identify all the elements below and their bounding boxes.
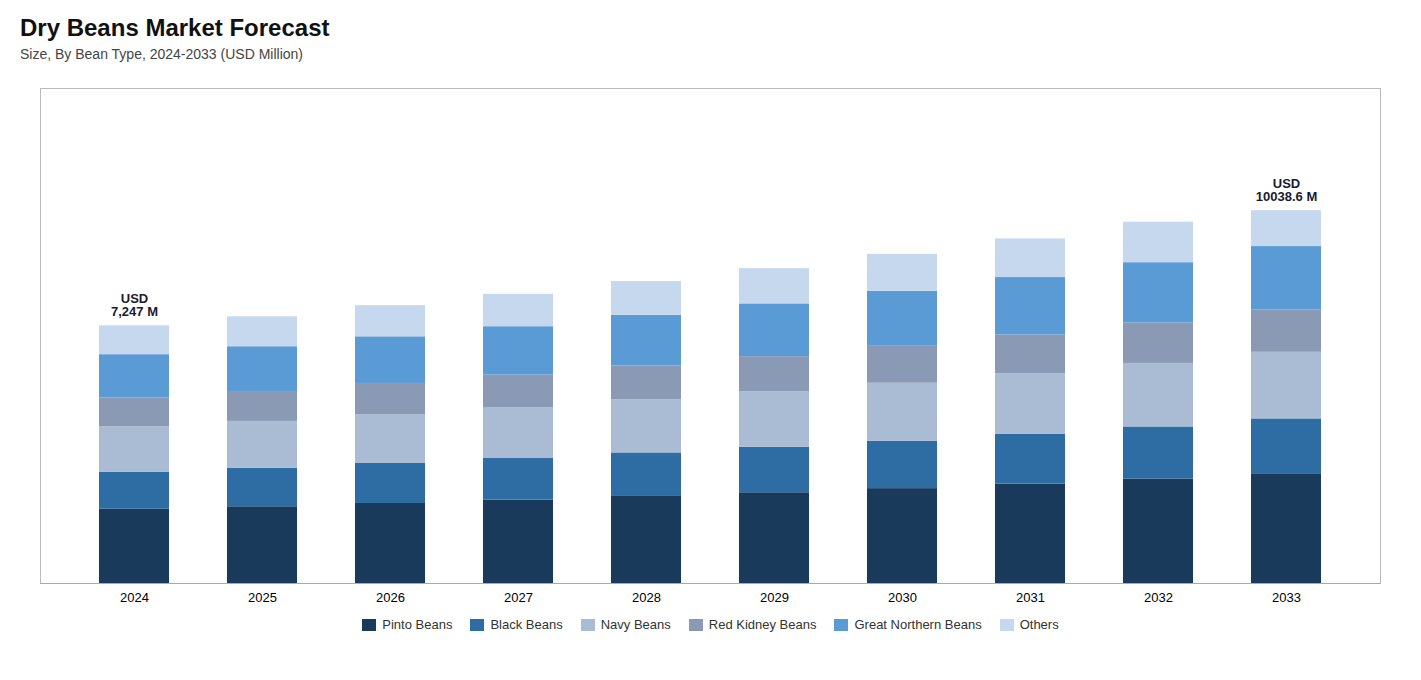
svg-text:2029: 2029: [760, 590, 789, 605]
html-text:Great Northern Beans: Great Northern Beans: [854, 617, 982, 632]
svg-text:USD7,247 M: USD7,247 M: [111, 291, 158, 319]
svg-text:2027: 2027: [504, 590, 533, 605]
html-text:Size, By Bean Type, 2024-2033: Size, By Bean Type, 2024-2033 (USD Milli…: [20, 46, 303, 62]
svg-text:2025: 2025: [248, 590, 277, 605]
svg-text:2031: 2031: [1016, 590, 1045, 605]
svg-text:2028: 2028: [632, 590, 661, 605]
svg-text:2032: 2032: [1144, 590, 1173, 605]
svg-text:2030: 2030: [888, 590, 917, 605]
html-text:Red Kidney Beans: Red Kidney Beans: [708, 617, 817, 632]
svg-text:2033: 2033: [1272, 590, 1301, 605]
html-text:Others: Others: [1019, 617, 1059, 632]
html-text:Pinto Beans: Pinto Beans: [382, 617, 453, 632]
svg-text:2024: 2024: [120, 590, 149, 605]
html-text:Dry Beans Market Forecast: Dry Beans Market Forecast: [20, 14, 330, 41]
svg-text:2026: 2026: [376, 590, 405, 605]
html-text:Navy Beans: Navy Beans: [600, 617, 671, 632]
html-text:Black Beans: Black Beans: [490, 617, 563, 632]
svg-text:USD10038.6 M: USD10038.6 M: [1256, 176, 1317, 204]
